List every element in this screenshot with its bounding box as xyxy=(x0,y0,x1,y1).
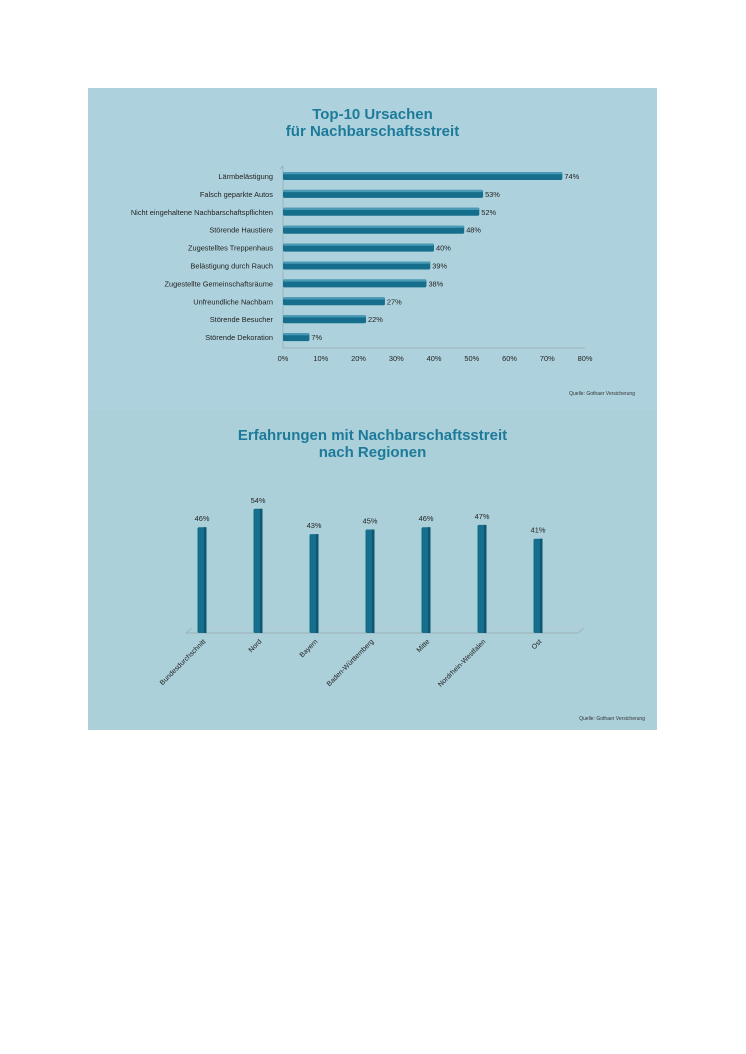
bar-highlight xyxy=(283,172,563,175)
category-label: Falsch geparkte Autos xyxy=(200,190,273,199)
category-label: Nicht eingehaltene Nachbarschaftspflicht… xyxy=(131,208,273,217)
bar-highlight xyxy=(283,225,465,228)
axis-depth-right xyxy=(577,627,585,634)
category-label: Störende Haustiere xyxy=(209,226,273,235)
category-label: Ost xyxy=(531,638,544,651)
value-label: 52% xyxy=(481,208,496,217)
category-label: Mitte xyxy=(416,638,432,654)
bar-shade xyxy=(540,538,543,633)
category-label: Lärmbelästigung xyxy=(218,172,273,181)
value-label: 53% xyxy=(485,190,500,199)
category-label: Zugestellte Gemeinschaftsräume xyxy=(165,279,273,288)
causes-bar-chart: Lärmbelästigung 74% Falsch geparkte Autos 5… xyxy=(131,165,593,363)
category-label: Störende Dekoration xyxy=(205,333,273,342)
category-label: Belästigung durch Rauch xyxy=(190,262,273,271)
value-label: 48% xyxy=(466,226,481,235)
category-label: Unfreundliche Nachbarn xyxy=(193,297,273,306)
x-tick-label: 40% xyxy=(427,354,442,363)
category-label: Zugestelltes Treppenhaus xyxy=(188,244,273,253)
value-label: 22% xyxy=(368,315,383,324)
chart-panel-causes: Top-10 Ursachen für Nachbarschaftsstreit… xyxy=(88,88,657,410)
bar-highlight xyxy=(283,279,427,282)
bar-shade xyxy=(484,524,487,633)
bar-shade xyxy=(372,529,375,633)
x-tick-label: 30% xyxy=(389,354,404,363)
x-tick-label: 10% xyxy=(313,354,328,363)
bar-highlight xyxy=(283,189,484,193)
chart-title-regions: Erfahrungen mit Nachbarschaftsstreit nac… xyxy=(237,427,508,461)
bar-highlight xyxy=(283,207,480,210)
category-label: Baden-Württemberg xyxy=(326,638,376,688)
bar-shade xyxy=(428,527,431,633)
bar-highlight xyxy=(283,333,310,336)
value-label: 74% xyxy=(564,172,579,181)
value-label: 54% xyxy=(251,496,266,505)
value-label: 47% xyxy=(475,512,490,521)
bar-highlight xyxy=(283,243,434,246)
value-label: 46% xyxy=(419,514,434,523)
category-label: Bayern xyxy=(299,638,320,659)
value-label: 41% xyxy=(531,526,546,535)
bar-shade xyxy=(316,534,319,633)
value-label: 46% xyxy=(195,514,210,523)
bar-shade xyxy=(204,527,207,633)
x-tick-label: 80% xyxy=(578,354,593,363)
chart-source-causes: Quelle: Gothaer Versicherung xyxy=(569,391,635,397)
bar-shade xyxy=(260,508,263,633)
x-tick-label: 50% xyxy=(464,354,479,363)
bar-highlight xyxy=(283,315,367,318)
category-label: Störende Besucher xyxy=(210,315,274,324)
bar-highlight xyxy=(283,261,431,264)
x-tick-label: 0% xyxy=(278,354,289,363)
value-label: 40% xyxy=(436,244,451,253)
bar-highlight xyxy=(283,297,385,300)
value-label: 43% xyxy=(307,521,322,530)
x-tick-label: 60% xyxy=(502,354,517,363)
category-label: Bundesdurchschnitt xyxy=(159,638,207,686)
chart-panel-regions: Erfahrungen mit Nachbarschaftsstreit nac… xyxy=(88,410,657,730)
chart-source-regions: Quelle: Gothaer Versicherung xyxy=(579,716,645,722)
value-label: 39% xyxy=(432,262,447,271)
regions-bar-chart: 46% Bundesdurchschnitt 54% Nord 43% Bayern 45%… xyxy=(159,496,585,689)
category-label: Nordrhein-Westfalen xyxy=(437,638,487,688)
value-label: 27% xyxy=(387,297,402,306)
chart-title-causes: Top-10 Ursachen für Nachbarschaftsstreit xyxy=(285,106,460,140)
value-label: 7% xyxy=(311,333,322,342)
x-tick-label: 20% xyxy=(351,354,366,363)
value-label: 45% xyxy=(363,517,378,526)
category-label: Nord xyxy=(248,638,264,654)
axis-depth-line xyxy=(279,165,284,170)
value-label: 38% xyxy=(428,279,443,288)
x-tick-label: 70% xyxy=(540,354,555,363)
axis-depth-left xyxy=(185,627,193,634)
